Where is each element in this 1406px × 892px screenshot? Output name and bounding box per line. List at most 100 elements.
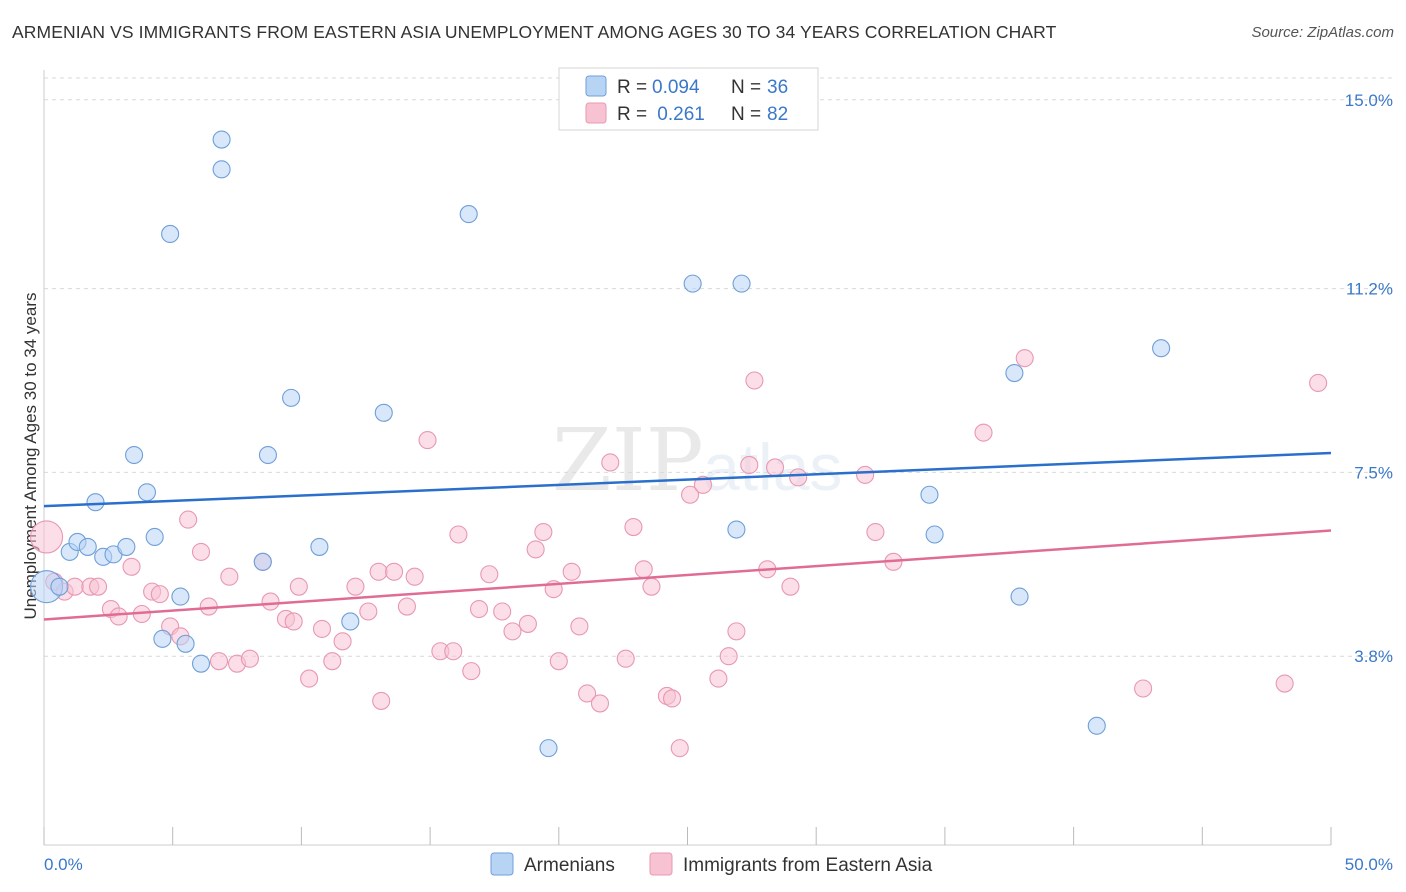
point-armenians	[539, 739, 558, 758]
y-tick-labels: 3.8% 7.5% 11.2% 15.0%	[1345, 91, 1393, 666]
source-label: Source: ZipAtlas.com	[1251, 24, 1394, 41]
point-immigrants	[719, 647, 738, 666]
point-immigrants	[634, 560, 653, 579]
point-immigrants	[765, 458, 785, 477]
point-immigrants	[109, 607, 128, 626]
y-tick-label: 7.5%	[1354, 463, 1393, 482]
point-armenians	[310, 537, 329, 556]
point-armenians	[212, 160, 231, 179]
series-armenians	[30, 130, 1171, 758]
legend-swatch-immigrants-bottom	[649, 852, 673, 876]
legend-n-value-1: 36	[767, 77, 788, 98]
legend-r-value-1: 0.094	[652, 77, 700, 98]
point-immigrants	[397, 597, 416, 616]
legend-r-label-2: R =	[617, 104, 647, 125]
point-immigrants	[789, 468, 808, 487]
point-immigrants	[663, 689, 682, 708]
point-immigrants	[526, 540, 545, 559]
point-armenians	[925, 525, 944, 544]
point-armenians	[212, 130, 231, 149]
point-immigrants	[518, 614, 537, 633]
y-axis-title: Unemployment Among Ages 30 to 34 years	[21, 293, 40, 620]
point-immigrants	[261, 592, 280, 611]
trend-lines	[43, 451, 1332, 621]
point-immigrants	[418, 431, 437, 450]
point-immigrants	[312, 619, 332, 638]
point-immigrants	[974, 423, 993, 442]
point-immigrants	[191, 542, 211, 561]
point-immigrants	[469, 599, 489, 619]
point-immigrants	[670, 739, 689, 758]
point-armenians	[341, 612, 360, 631]
x-tick-label-max: 50.0%	[1345, 855, 1393, 874]
point-armenians	[153, 629, 172, 648]
point-immigrants	[642, 577, 661, 596]
point-armenians	[125, 445, 144, 465]
legend-swatch-armenians-bottom	[490, 852, 514, 876]
point-immigrants	[590, 694, 610, 713]
point-armenians	[145, 527, 164, 547]
point-immigrants	[89, 577, 108, 596]
point-armenians	[117, 537, 136, 556]
chart-title: ARMENIAN VS IMMIGRANTS FROM EASTERN ASIA…	[12, 22, 1057, 42]
point-immigrants	[570, 617, 589, 636]
series-immigrants-eastern-asia	[30, 349, 1328, 758]
trend-line-armenians	[43, 451, 1332, 508]
point-immigrants	[740, 455, 759, 475]
legend-r-value-2: 0.261	[652, 104, 705, 125]
point-immigrants	[359, 602, 378, 621]
point-immigrants	[220, 567, 239, 586]
y-tick-label: 3.8%	[1354, 647, 1393, 666]
point-armenians	[176, 634, 195, 653]
point-armenians	[459, 205, 478, 224]
point-immigrants	[549, 652, 568, 671]
point-immigrants	[1134, 679, 1153, 698]
point-immigrants	[493, 602, 512, 621]
point-immigrants	[856, 465, 875, 484]
point-immigrants	[601, 453, 620, 472]
point-armenians	[161, 224, 180, 243]
point-armenians	[258, 445, 277, 465]
legend-swatch-armenians	[585, 75, 607, 97]
point-armenians	[732, 274, 751, 293]
point-immigrants	[866, 522, 885, 542]
y-tick-label: 15.0%	[1345, 91, 1393, 110]
point-immigrants	[30, 520, 64, 554]
point-immigrants	[333, 632, 352, 651]
point-immigrants	[1015, 349, 1034, 368]
point-immigrants	[179, 510, 198, 529]
point-armenians	[171, 587, 190, 606]
series-legend: Armenians Immigrants from Eastern Asia	[490, 852, 933, 876]
point-immigrants	[727, 622, 746, 641]
point-armenians	[253, 552, 272, 571]
point-immigrants	[781, 577, 800, 596]
point-immigrants	[240, 649, 259, 668]
point-armenians	[374, 403, 393, 422]
point-immigrants	[209, 652, 229, 671]
point-immigrants	[122, 557, 141, 576]
x-tick-marks	[43, 827, 1332, 845]
point-immigrants	[289, 577, 308, 596]
point-immigrants	[449, 525, 468, 544]
y-tick-label: 11.2%	[1346, 280, 1393, 299]
point-armenians	[137, 483, 157, 502]
legend-n-value-2: 82	[767, 104, 788, 125]
legend-n-label-1: N =	[731, 77, 761, 98]
correlation-legend: R = 0.094 N = 36 R = 0.261 N = 82	[558, 67, 819, 131]
point-immigrants	[372, 691, 391, 710]
watermark: ZIP atlas	[552, 411, 842, 511]
gridlines	[44, 77, 1393, 657]
point-immigrants	[462, 662, 481, 681]
point-immigrants	[300, 669, 319, 688]
point-armenians	[1152, 339, 1171, 358]
point-armenians	[1010, 587, 1029, 606]
point-armenians	[1005, 363, 1024, 383]
watermark-zip: ZIP	[552, 411, 704, 511]
point-immigrants	[480, 565, 499, 584]
point-armenians	[78, 537, 97, 556]
point-armenians	[191, 654, 211, 673]
legend-label-armenians: Armenians	[524, 855, 615, 876]
point-immigrants	[624, 518, 643, 537]
point-immigrants	[745, 371, 764, 390]
